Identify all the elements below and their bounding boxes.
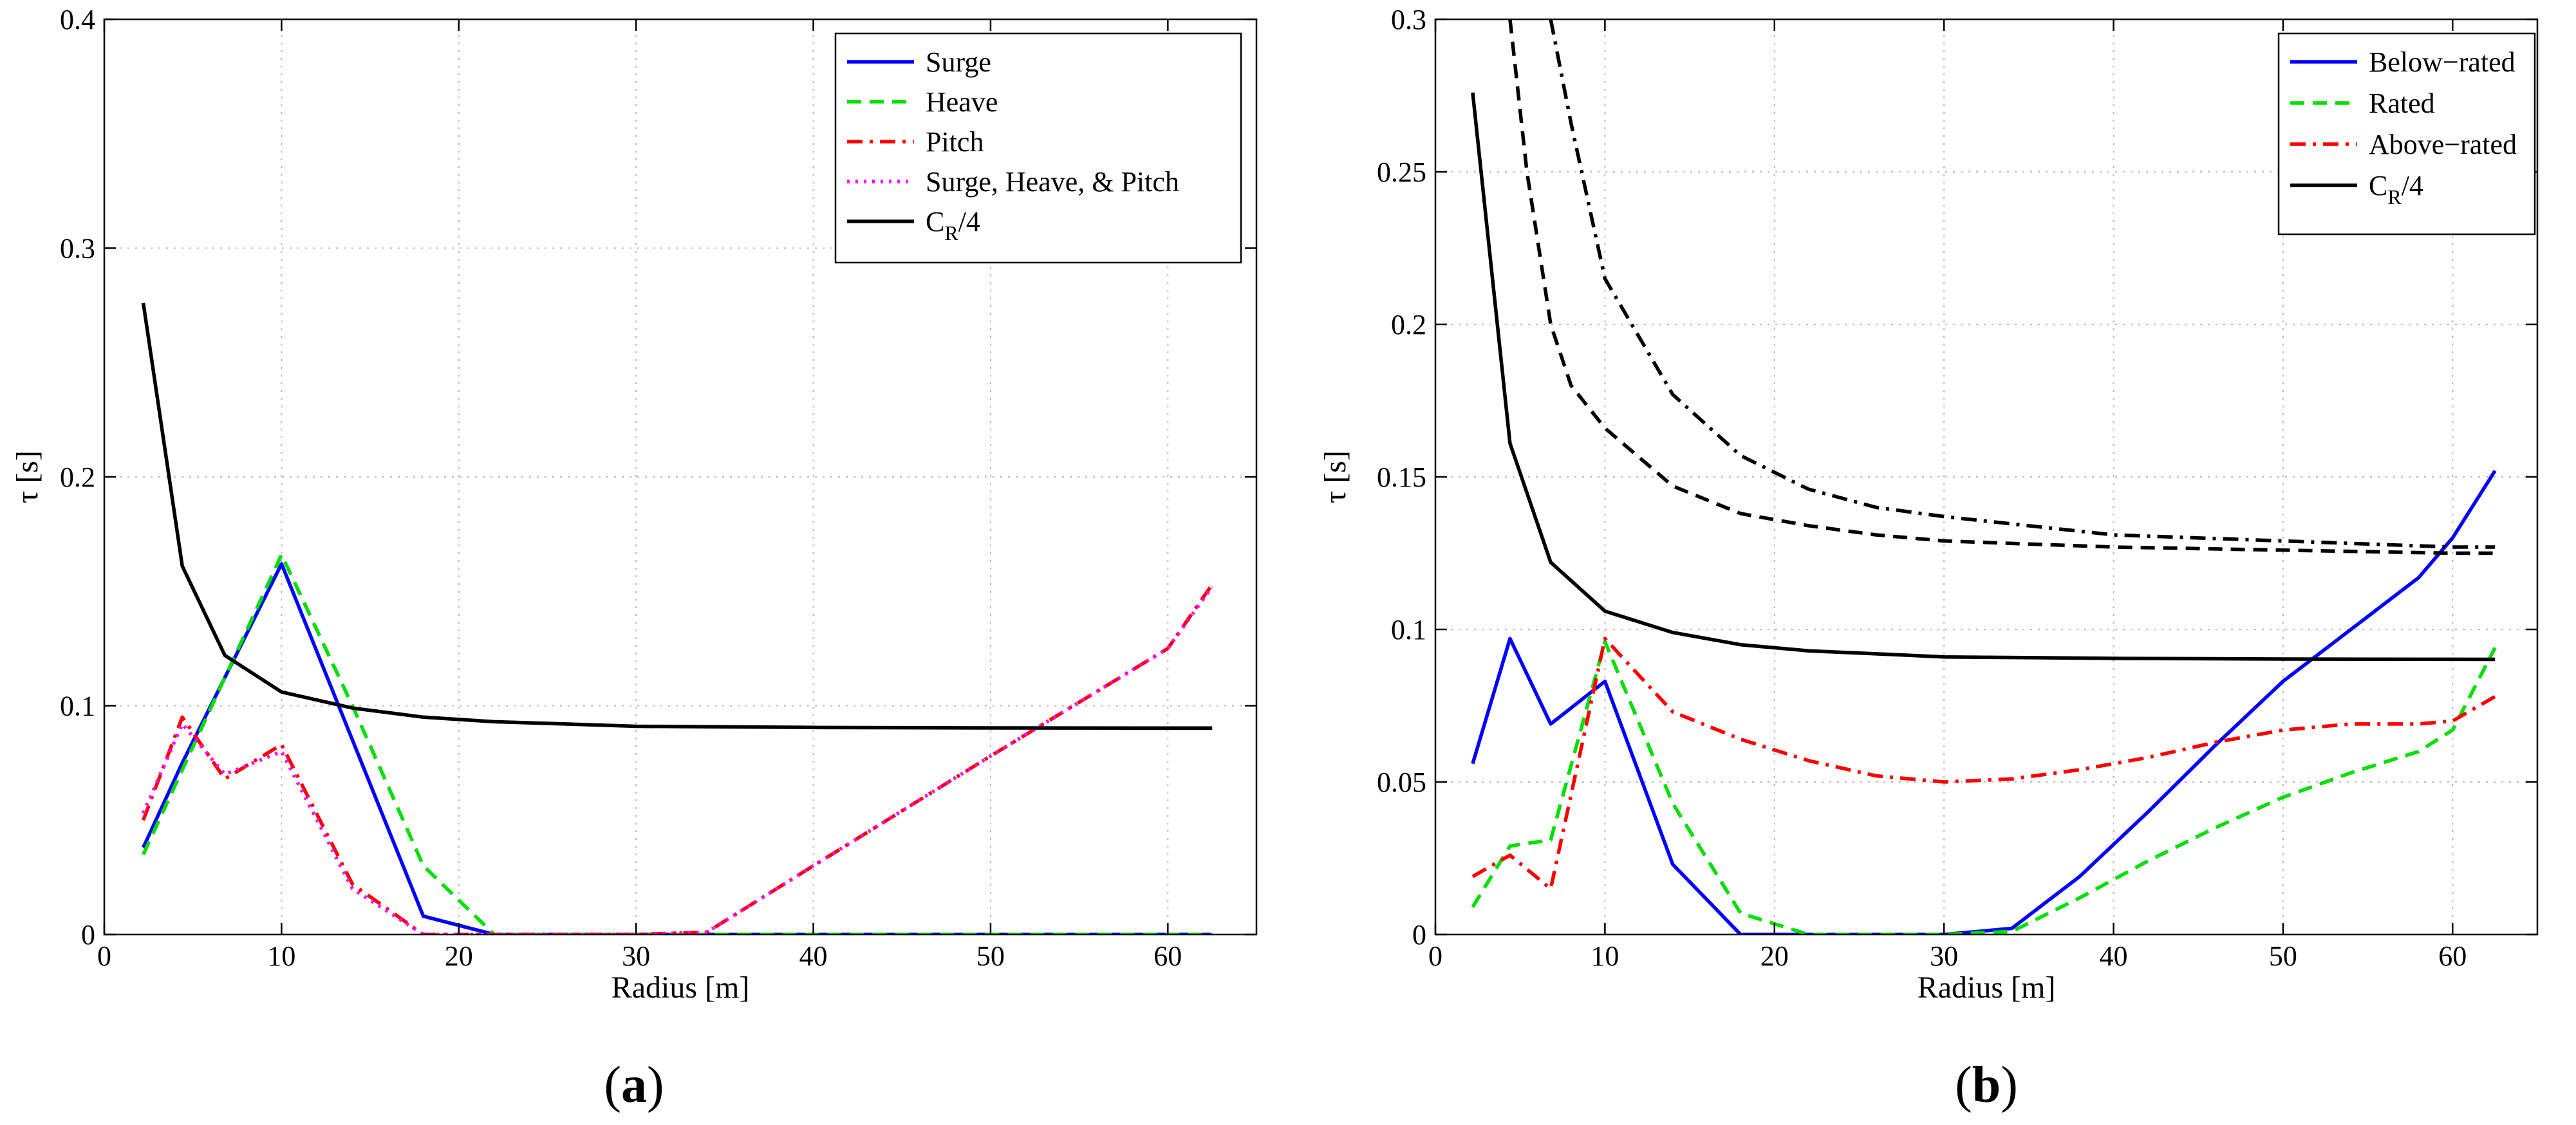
- x-tick-label: 0: [97, 940, 111, 972]
- y-tick-label: 0.15: [1377, 461, 1426, 493]
- chart-panel-b: 0 10 20 30 40 50 60 0 0.05 0.1 0.15 0.2 0.25 0.3 Radiu…: [1318, 4, 2539, 1113]
- legend-label: Pitch: [926, 126, 984, 158]
- legend: Surge Heave Pitch Surge, Heave, & Pitch CR/4: [834, 32, 1242, 264]
- legend-label-main: C: [2369, 170, 2387, 201]
- y-tick-label: 0.25: [1377, 156, 1426, 188]
- y-tick-label: 0.4: [60, 4, 95, 35]
- legend-box: [834, 32, 1242, 264]
- legend-label-main: Pitch: [926, 126, 984, 158]
- chart-panel-a: 0 10 20 30 40 50 60 0 0.1 0.2 0.3 0.4 Radius [m] τ [s…: [10, 4, 1258, 1113]
- series-line-pitch: [142, 583, 1214, 934]
- x-tick-label: 30: [622, 940, 650, 972]
- x-tick-label: 60: [1153, 940, 1182, 972]
- x-tick-label: 10: [1591, 940, 1619, 972]
- legend-label-suffix: /4: [958, 206, 980, 237]
- y-tick-label: 0: [1412, 919, 1426, 951]
- caption-close: ): [647, 1057, 664, 1113]
- caption-open: (: [1955, 1057, 1972, 1113]
- x-axis-label: Radius [m]: [1918, 971, 2056, 1005]
- legend-label-subscript: R: [2387, 185, 2402, 209]
- series-line-above-rated: [1471, 637, 2496, 891]
- series-line-surge: [142, 562, 1213, 934]
- y-axis-label: τ [s]: [1318, 451, 1352, 503]
- x-tick-label: 60: [2438, 940, 2467, 972]
- series-group: [1471, 19, 2497, 934]
- legend-label: Above−rated: [2369, 129, 2517, 160]
- x-tick-label: 50: [2269, 940, 2297, 972]
- x-tick-label: 20: [1760, 940, 1789, 972]
- panel-caption: (a): [604, 1057, 664, 1113]
- legend-label-main: C: [926, 206, 944, 237]
- y-tick-label: 0.1: [1391, 614, 1426, 646]
- x-tick-label: 40: [2100, 940, 2128, 972]
- grid: [104, 19, 1256, 934]
- y-tick-label: 0: [81, 919, 95, 951]
- series-line-c-r-4: [141, 302, 1213, 730]
- legend-label-main: Rated: [2369, 88, 2435, 119]
- series-line-reference-dashdot: [1549, 19, 2496, 549]
- y-tick-label: 0.2: [60, 461, 95, 493]
- legend-label: Surge, Heave, & Pitch: [926, 166, 1179, 198]
- series-line-c-r-4: [1471, 92, 2496, 662]
- legend-box: [2277, 32, 2536, 236]
- legend-label: CR/4: [2369, 170, 2423, 209]
- y-tick-label: 0.2: [1391, 309, 1426, 340]
- x-tick-label: 40: [799, 940, 828, 972]
- grid: [1435, 19, 2537, 934]
- caption-close: ): [2001, 1057, 2018, 1113]
- legend-label-suffix: /4: [2402, 170, 2423, 201]
- panel-caption: (b): [1955, 1057, 2018, 1113]
- legend-label: CR/4: [926, 206, 980, 245]
- legend-label-main: Below−rated: [2369, 46, 2515, 78]
- y-tick-label: 0.3: [60, 233, 95, 265]
- x-tick-label: 50: [976, 940, 1005, 972]
- x-tick-label: 10: [267, 940, 295, 972]
- legend-label-main: Above−rated: [2369, 129, 2517, 160]
- legend-label-main: Surge: [926, 46, 991, 78]
- legend-label: Heave: [926, 86, 998, 118]
- y-tick-label: 0.05: [1377, 767, 1426, 798]
- caption-letter: b: [1972, 1057, 2001, 1113]
- x-axis-label: Radius [m]: [611, 971, 750, 1005]
- legend-label-main: Surge, Heave, & Pitch: [926, 166, 1179, 198]
- y-tick-label: 0.1: [60, 691, 95, 722]
- series-line-surge-heave-pitch: [142, 585, 1214, 934]
- y-axis-label: τ [s]: [10, 451, 44, 503]
- series-line-rated: [1471, 640, 2497, 934]
- legend-label: Below−rated: [2369, 46, 2515, 78]
- legend-label-subscript: R: [944, 221, 958, 245]
- y-tick-label: 0.3: [1391, 4, 1426, 35]
- series-group: [141, 302, 1214, 934]
- legend-label: Rated: [2369, 88, 2435, 119]
- x-tick-label: 20: [445, 940, 473, 972]
- legend-label: Surge: [926, 46, 991, 78]
- caption-letter: a: [621, 1057, 647, 1113]
- x-tick-label: 30: [1930, 940, 1958, 972]
- legend-label-main: Heave: [926, 86, 998, 118]
- x-tick-label: 0: [1428, 940, 1442, 972]
- series-line-reference-dashed: [1508, 19, 2496, 555]
- series-line-below-rated: [1471, 470, 2497, 934]
- legend: Below−rated Rated Above−rated CR/4: [2277, 32, 2536, 236]
- series-line-heave: [142, 553, 1213, 934]
- caption-open: (: [604, 1057, 621, 1113]
